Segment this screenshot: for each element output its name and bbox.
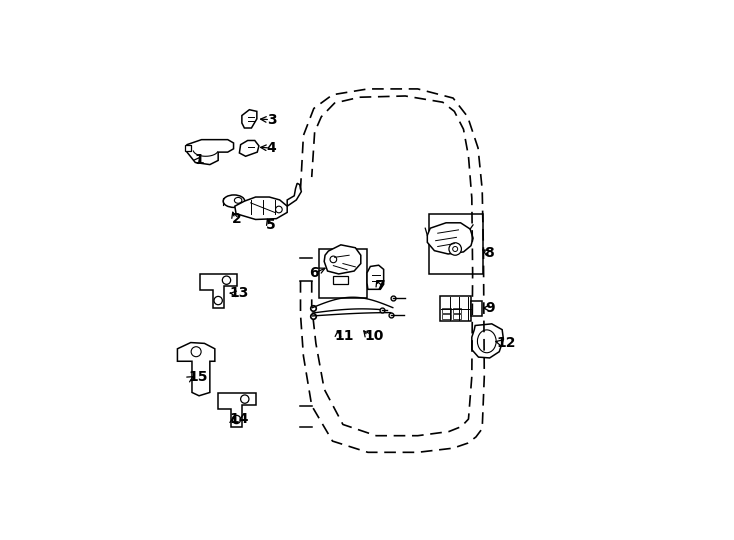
Bar bbox=[443, 314, 451, 319]
Circle shape bbox=[232, 415, 241, 424]
Polygon shape bbox=[187, 140, 233, 165]
Text: 1: 1 bbox=[194, 153, 204, 167]
Polygon shape bbox=[287, 183, 302, 206]
Circle shape bbox=[214, 296, 222, 305]
Circle shape bbox=[275, 206, 282, 213]
Text: 3: 3 bbox=[267, 113, 277, 127]
Text: 6: 6 bbox=[309, 266, 319, 280]
Polygon shape bbox=[324, 245, 361, 274]
Polygon shape bbox=[200, 274, 237, 308]
Text: 8: 8 bbox=[484, 246, 494, 260]
Polygon shape bbox=[235, 197, 287, 219]
Bar bbox=[443, 308, 451, 313]
Bar bbox=[453, 308, 461, 313]
Ellipse shape bbox=[234, 198, 242, 203]
Polygon shape bbox=[218, 393, 255, 427]
Polygon shape bbox=[367, 265, 384, 289]
Text: 12: 12 bbox=[497, 335, 516, 349]
Text: 14: 14 bbox=[230, 412, 250, 426]
Text: 7: 7 bbox=[375, 279, 385, 293]
Text: 5: 5 bbox=[266, 218, 276, 232]
Circle shape bbox=[241, 395, 249, 403]
Text: 13: 13 bbox=[230, 287, 249, 300]
Circle shape bbox=[449, 243, 462, 255]
Polygon shape bbox=[239, 140, 259, 156]
Text: 10: 10 bbox=[365, 329, 384, 343]
Circle shape bbox=[330, 256, 337, 263]
Polygon shape bbox=[242, 110, 257, 128]
Text: 9: 9 bbox=[485, 301, 495, 315]
Circle shape bbox=[453, 246, 458, 252]
Polygon shape bbox=[427, 223, 473, 254]
Text: 15: 15 bbox=[188, 370, 208, 384]
Text: 2: 2 bbox=[231, 212, 241, 226]
Ellipse shape bbox=[477, 330, 496, 353]
Polygon shape bbox=[472, 324, 504, 358]
Circle shape bbox=[222, 276, 230, 285]
Bar bbox=[333, 276, 349, 284]
Polygon shape bbox=[178, 342, 215, 396]
Text: 11: 11 bbox=[335, 329, 354, 343]
Bar bbox=[319, 248, 366, 299]
Bar bbox=[453, 314, 461, 319]
Circle shape bbox=[191, 347, 201, 357]
Ellipse shape bbox=[223, 195, 244, 207]
Text: 4: 4 bbox=[267, 141, 277, 155]
Bar bbox=[185, 145, 191, 151]
Bar bbox=[429, 214, 483, 274]
Bar bbox=[471, 301, 482, 315]
Bar bbox=[440, 296, 471, 321]
